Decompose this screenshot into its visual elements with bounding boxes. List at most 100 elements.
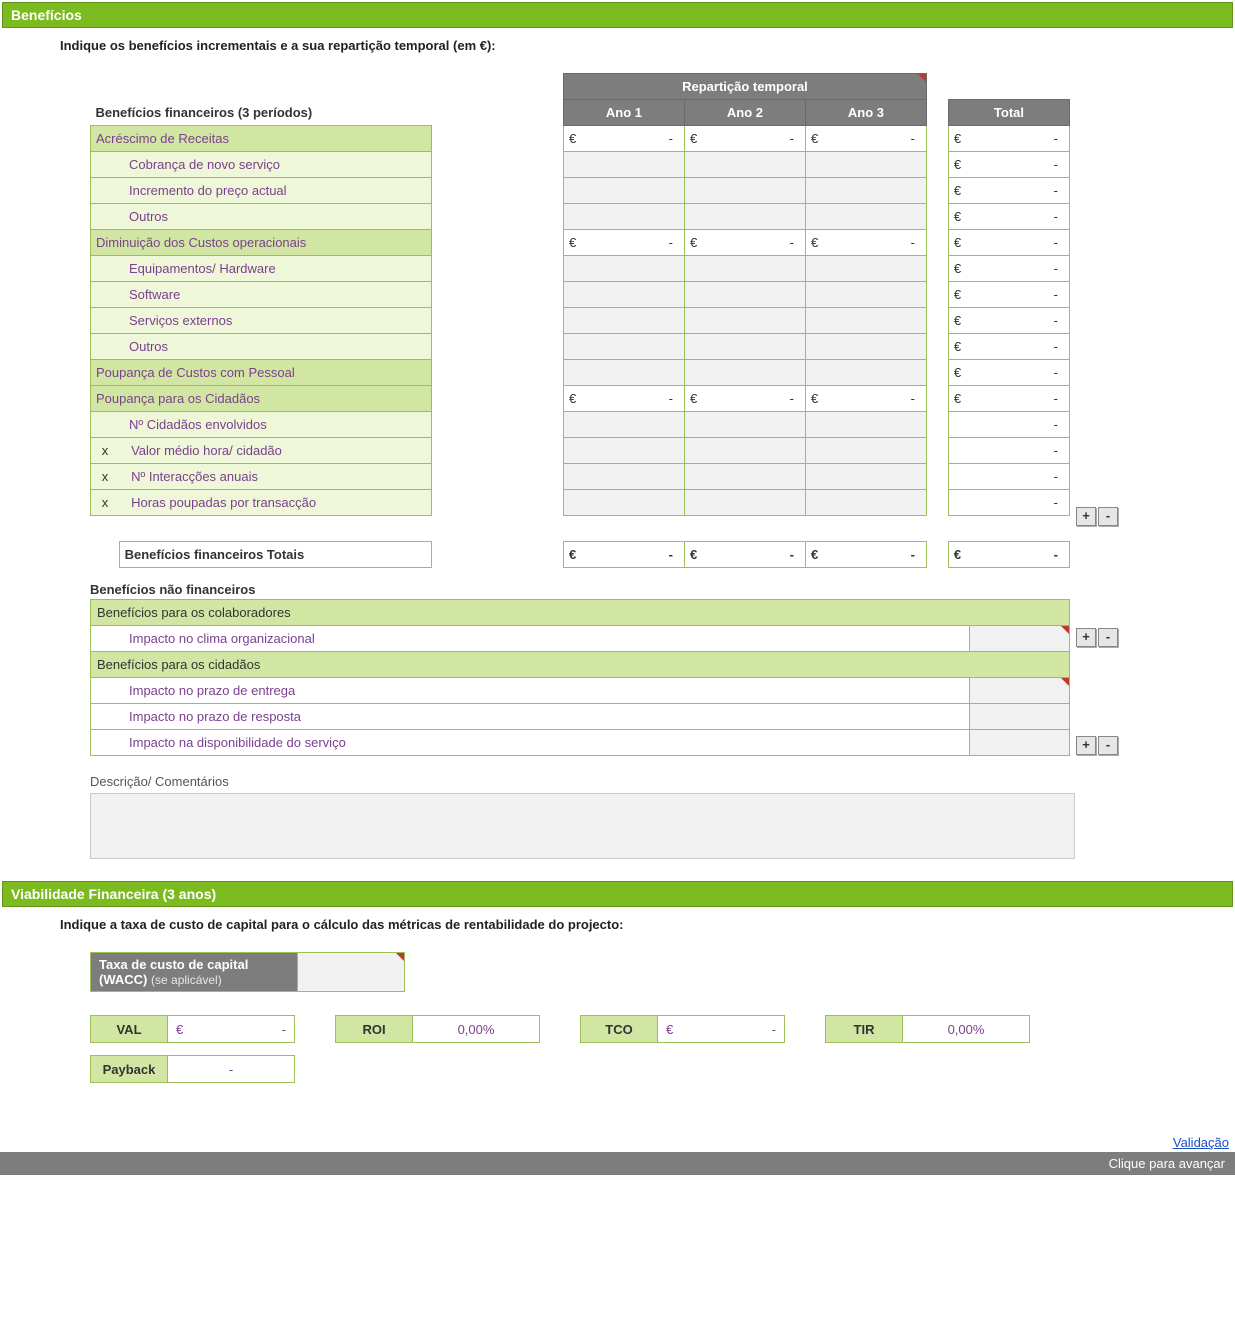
table-row: Acréscimo de Receitas€-€-€-€- [91,126,1070,152]
metric-tir: TIR 0,00% [825,1015,1030,1043]
row-label: Poupança para os Cidadãos [91,386,432,412]
metric-tco: TCO €- [580,1015,785,1043]
validacao-link[interactable]: Validação [1173,1135,1229,1150]
cell[interactable] [805,490,926,516]
cell[interactable] [805,464,926,490]
descricao-label: Descrição/ Comentários [90,774,1215,789]
cell[interactable] [969,730,1069,756]
footer-bar[interactable]: Clique para avançar [0,1152,1235,1175]
cell[interactable] [805,152,926,178]
remove-row-button[interactable]: - [1098,736,1118,755]
cell[interactable] [805,360,926,386]
cell-total: - [948,438,1069,464]
cell-total: €- [948,126,1069,152]
wacc-input[interactable] [298,953,405,992]
row-label: Impacto no clima organizacional [91,626,970,652]
remove-row-button[interactable]: - [1098,507,1118,526]
cell-total: €- [948,256,1069,282]
cell[interactable] [684,282,805,308]
cell[interactable] [684,490,805,516]
cell[interactable] [969,678,1069,704]
cell-total: €- [948,386,1069,412]
cell[interactable] [684,438,805,464]
cell[interactable] [684,464,805,490]
cell[interactable] [805,204,926,230]
col-group-reparticao: Repartição temporal [563,74,926,100]
wacc-label: Taxa de custo de capital (WACC) (se apli… [91,953,298,992]
cell[interactable] [684,204,805,230]
metric-roi: ROI 0,00% [335,1015,540,1043]
cell[interactable] [563,490,684,516]
row-label: Acréscimo de Receitas [91,126,432,152]
cell[interactable] [805,438,926,464]
cell[interactable] [563,282,684,308]
cell[interactable] [563,152,684,178]
cell[interactable] [563,178,684,204]
cell[interactable] [684,308,805,334]
cell[interactable] [684,412,805,438]
cell-total: - [948,464,1069,490]
row-label: Impacto no prazo de entrega [91,678,970,704]
table-row: Incremento do preço actual€- [91,178,1070,204]
cell[interactable] [805,282,926,308]
totals-label: Benefícios financeiros Totais [119,542,431,568]
cell[interactable] [805,256,926,282]
section-header-viabilidade: Viabilidade Financeira (3 anos) [2,881,1233,907]
col-ano1: Ano 1 [563,100,684,126]
cell[interactable] [563,334,684,360]
cell[interactable] [684,334,805,360]
cell[interactable] [563,204,684,230]
cell-total: €- [948,334,1069,360]
row-x: x [91,464,120,490]
row-label: Benefícios para os colaboradores [91,600,1070,626]
table-row: Poupança para os Cidadãos€-€-€-€- [91,386,1070,412]
cell[interactable] [684,256,805,282]
cell[interactable] [805,334,926,360]
section-header-beneficios: Benefícios [2,2,1233,28]
cell[interactable] [563,438,684,464]
cell[interactable] [969,704,1069,730]
row-label: Serviços externos [91,308,432,334]
col-ano3: Ano 3 [805,100,926,126]
table-row: xValor médio hora/ cidadão - [91,438,1070,464]
table-row: Outros€- [91,204,1070,230]
row-label: Diminuição dos Custos operacionais [91,230,432,256]
footer: Validação Clique para avançar [0,1133,1235,1175]
cell[interactable] [563,308,684,334]
cell[interactable] [805,412,926,438]
table-row: Poupança de Custos com Pessoal€- [91,360,1070,386]
cell: €- [805,386,926,412]
table-row: Impacto no prazo de entrega [91,678,1070,704]
cell[interactable] [805,308,926,334]
cell[interactable] [969,626,1069,652]
descricao-textarea[interactable] [90,793,1075,859]
add-row-button[interactable]: + [1076,628,1096,647]
cell: €- [684,126,805,152]
col-total: Total [948,100,1069,126]
add-row-button[interactable]: + [1076,736,1096,755]
remove-row-button[interactable]: - [1098,628,1118,647]
validacao-link-wrap: Validação [0,1133,1235,1152]
cell[interactable] [684,178,805,204]
row-label: Equipamentos/ Hardware [91,256,432,282]
cell[interactable] [805,178,926,204]
table-row: Impacto na disponibilidade do serviço [91,730,1070,756]
row-label: Poupança de Custos com Pessoal [91,360,432,386]
cell[interactable] [684,152,805,178]
cell[interactable] [563,464,684,490]
cell[interactable] [684,360,805,386]
table-row: Equipamentos/ Hardware €- [91,256,1070,282]
cell: €- [805,126,926,152]
add-row-button[interactable]: + [1076,507,1096,526]
cell[interactable] [563,256,684,282]
cell[interactable] [563,360,684,386]
row-x: x [91,438,120,464]
metric-value: - [168,1056,295,1083]
cell[interactable] [563,412,684,438]
viabilidade-content: Indique a taxa de custo de capital para … [0,917,1235,1103]
row-label: Valor médio hora/ cidadão [119,438,431,464]
row-label: Impacto no prazo de resposta [91,704,970,730]
cell: €- [563,386,684,412]
beneficios-financeiros-table: Repartição temporal Benefícios financeir… [90,73,1070,568]
cell: €- [563,126,684,152]
